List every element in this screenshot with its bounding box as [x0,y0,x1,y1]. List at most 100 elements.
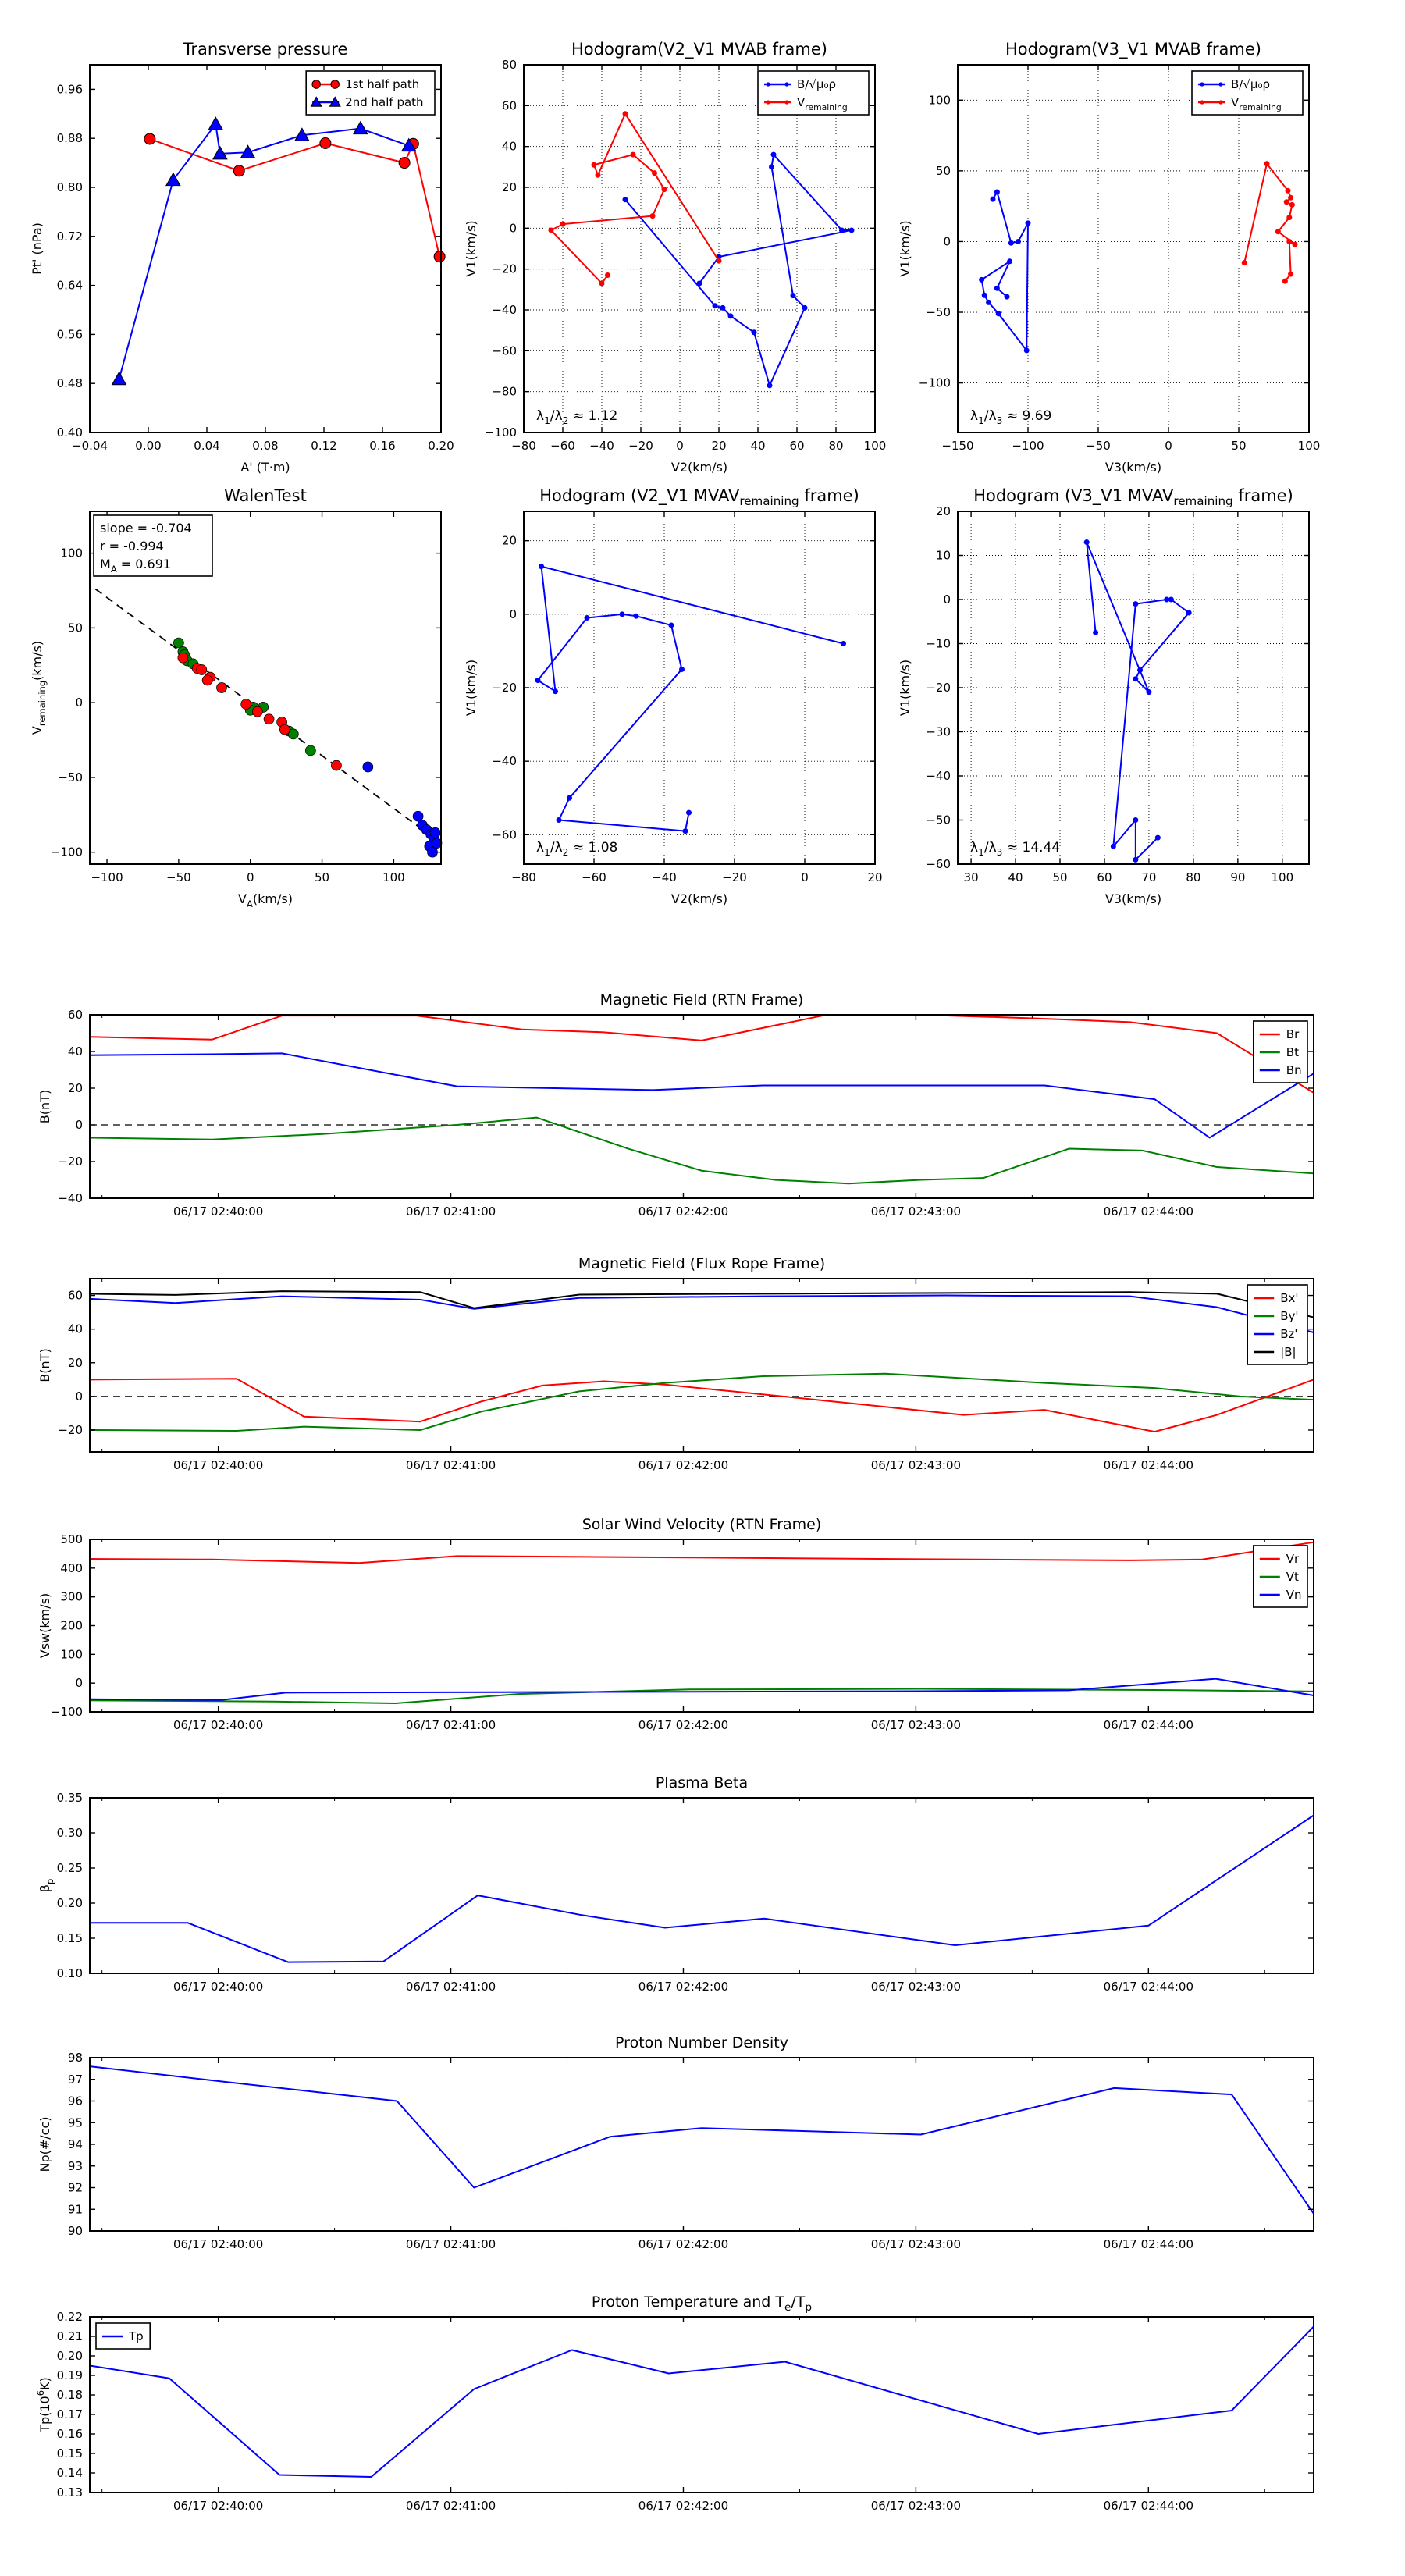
svg-text:40: 40 [68,1044,83,1059]
svg-text:100: 100 [60,1647,83,1661]
svg-text:0.16: 0.16 [57,2427,83,2441]
svg-text:−60: −60 [926,857,951,871]
svg-text:−20: −20 [58,1423,83,1437]
svg-text:06/17 02:43:00: 06/17 02:43:00 [871,1718,961,1732]
svg-text:−40: −40 [58,1191,83,1205]
svg-text:40: 40 [68,1322,83,1336]
svg-text:Bn: Bn [1286,1063,1302,1077]
svg-text:80: 80 [1186,870,1200,884]
svg-text:400: 400 [60,1561,83,1575]
svg-text:−60: −60 [582,870,606,884]
svg-text:−60: −60 [492,343,517,358]
svg-text:80: 80 [828,439,843,453]
svg-text:−80: −80 [492,385,517,399]
svg-text:Vremaining: Vremaining [797,95,848,112]
svg-text:−60: −60 [492,827,517,841]
svg-text:50: 50 [936,164,951,178]
svg-text:Magnetic Field (Flux Rope Fram: Magnetic Field (Flux Rope Frame) [578,1255,825,1272]
svg-text:10: 10 [936,549,951,563]
svg-text:40: 40 [502,140,517,154]
svg-text:V3(km/s): V3(km/s) [1105,460,1161,475]
svg-text:−80: −80 [511,439,536,453]
svg-text:0: 0 [676,439,684,453]
svg-text:06/17 02:41:00: 06/17 02:41:00 [406,1204,496,1219]
svg-text:06/17 02:41:00: 06/17 02:41:00 [406,2237,496,2251]
svg-text:0.18: 0.18 [57,2388,83,2402]
svg-text:80: 80 [502,58,517,72]
svg-text:Solar Wind Velocity (RTN Frame: Solar Wind Velocity (RTN Frame) [582,1516,822,1533]
svg-text:06/17 02:41:00: 06/17 02:41:00 [406,1458,496,1472]
svg-text:06/17 02:42:00: 06/17 02:42:00 [638,1718,728,1732]
svg-text:−20: −20 [492,681,517,695]
svg-text:By': By' [1280,1309,1298,1323]
svg-text:B/√μ₀ρ: B/√μ₀ρ [1231,77,1270,91]
svg-text:Bz': Bz' [1280,1327,1297,1341]
svg-text:Bt: Bt [1286,1045,1299,1059]
svg-text:60: 60 [1097,870,1112,884]
svg-text:−20: −20 [492,262,517,276]
svg-text:0: 0 [943,592,951,607]
svg-text:Hodogram (V3_V1 MVAVremaining: Hodogram (V3_V1 MVAVremaining frame) [973,486,1293,508]
svg-text:300: 300 [60,1590,83,1604]
svg-text:100: 100 [928,93,951,107]
svg-text:Br: Br [1286,1027,1300,1041]
svg-text:0.64: 0.64 [57,279,83,293]
svg-text:06/17 02:41:00: 06/17 02:41:00 [406,2499,496,2513]
svg-text:0: 0 [509,221,517,235]
svg-text:50: 50 [315,870,329,884]
svg-text:VA(km/s): VA(km/s) [238,891,293,909]
svg-text:Tp: Tp [128,2329,144,2343]
svg-text:100: 100 [60,546,83,560]
svg-text:50: 50 [1231,439,1246,453]
svg-text:100: 100 [1298,439,1321,453]
svg-text:94: 94 [68,2137,83,2151]
svg-text:βp: βp [37,1879,55,1893]
svg-text:20: 20 [711,439,726,453]
svg-text:0.56: 0.56 [57,327,83,341]
svg-text:Hodogram(V3_V1 MVAB frame): Hodogram(V3_V1 MVAB frame) [1005,40,1261,59]
svg-text:06/17 02:43:00: 06/17 02:43:00 [871,1204,961,1219]
svg-text:λ1/λ3 ≈ 14.44: λ1/λ3 ≈ 14.44 [970,840,1060,858]
svg-text:0.40: 0.40 [57,425,83,439]
svg-text:95: 95 [68,2115,83,2129]
svg-text:50: 50 [68,621,83,635]
svg-text:V1(km/s): V1(km/s) [898,220,912,276]
svg-text:B(nT): B(nT) [37,1090,52,1123]
svg-text:0.30: 0.30 [57,1826,83,1840]
svg-text:0.80: 0.80 [57,180,83,194]
svg-text:0.96: 0.96 [57,82,83,96]
svg-text:−60: −60 [550,439,575,453]
svg-text:r = -0.994: r = -0.994 [100,539,164,553]
svg-text:92: 92 [68,2181,83,2195]
svg-text:−10: −10 [926,637,951,651]
svg-text:90: 90 [68,2224,83,2238]
svg-text:−100: −100 [91,870,123,884]
svg-text:20: 20 [502,180,517,194]
svg-text:Vremaining: Vremaining [1231,95,1282,112]
svg-text:−40: −40 [492,303,517,317]
svg-text:1st half path: 1st half path [345,77,419,91]
svg-text:50: 50 [1052,870,1067,884]
svg-text:Vr: Vr [1286,1552,1300,1566]
svg-text:Vremaining(km/s): Vremaining(km/s) [30,641,48,735]
svg-text:06/17 02:40:00: 06/17 02:40:00 [173,1204,263,1219]
svg-text:−20: −20 [58,1155,83,1169]
svg-text:60: 60 [68,1289,83,1303]
svg-text:06/17 02:44:00: 06/17 02:44:00 [1104,2499,1193,2513]
svg-text:0.20: 0.20 [428,439,454,453]
svg-text:0.04: 0.04 [194,439,219,453]
svg-text:06/17 02:41:00: 06/17 02:41:00 [406,1718,496,1732]
svg-text:91: 91 [68,2202,83,2216]
svg-text:06/17 02:40:00: 06/17 02:40:00 [173,1980,263,1994]
svg-text:97: 97 [68,2073,83,2087]
svg-text:−40: −40 [926,769,951,783]
svg-text:−100: −100 [919,376,951,390]
svg-text:−50: −50 [926,813,951,827]
